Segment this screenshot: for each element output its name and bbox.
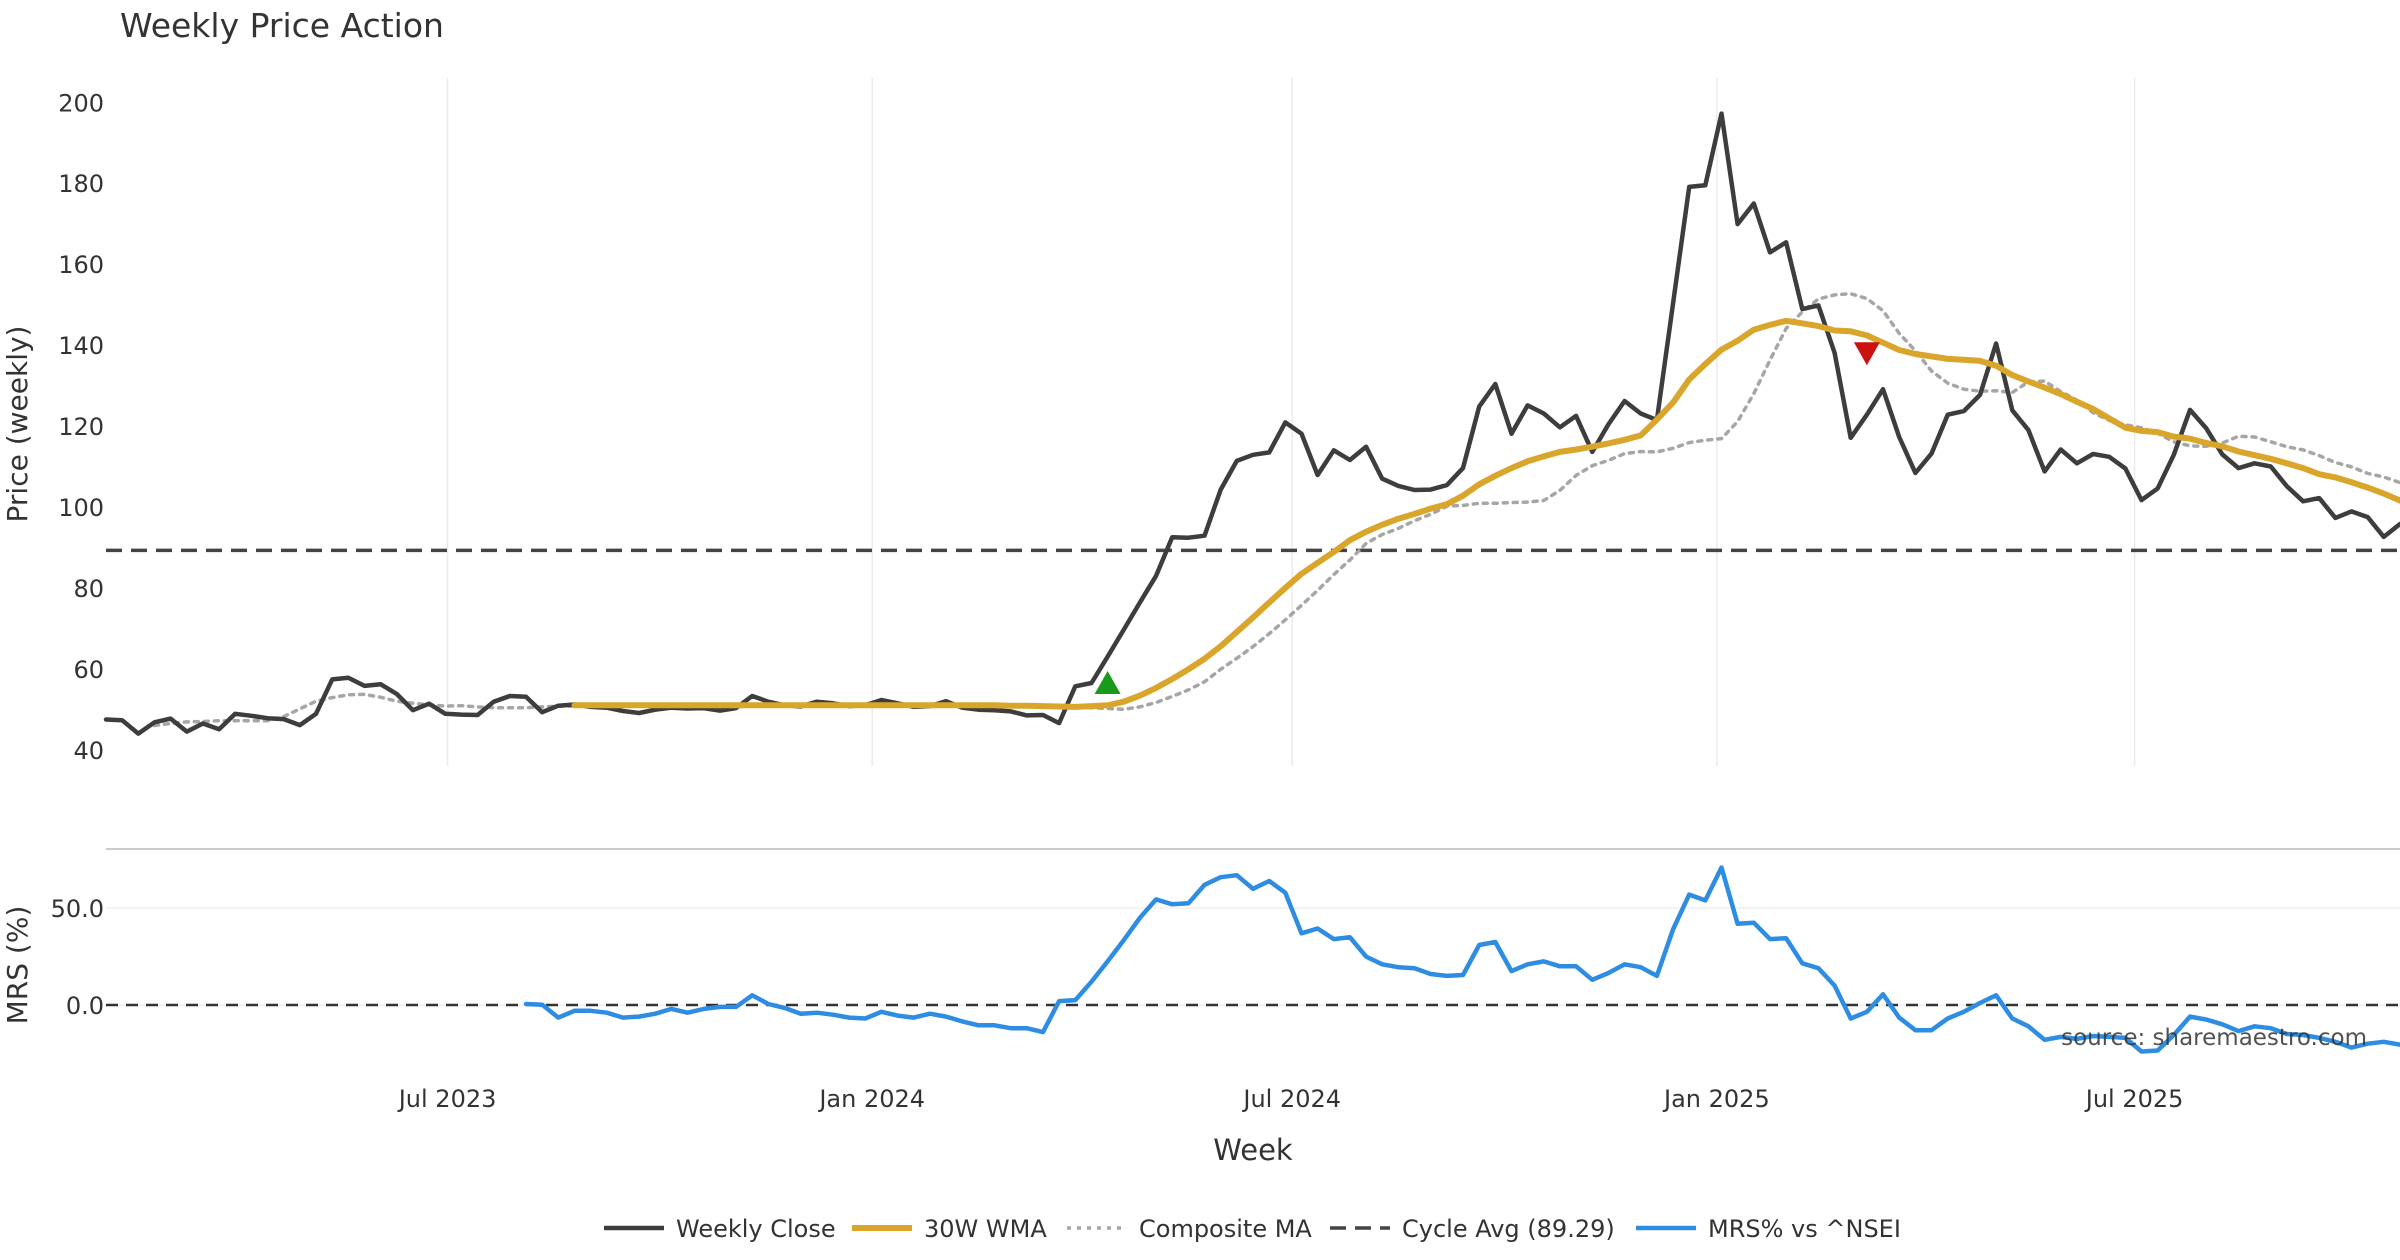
- price-series-group: [103, 111, 2400, 736]
- x-tick-label: Jan 2024: [817, 1085, 925, 1113]
- price-y-tick-label: 160: [58, 251, 104, 279]
- x-tick-label: Jan 2025: [1662, 1085, 1770, 1113]
- price-y-tick-label: 140: [58, 332, 104, 360]
- mrs-y-ticks: 0.0 50.0: [51, 895, 2400, 1020]
- x-gridlines: [446, 78, 2136, 766]
- buy-signal-marker: [1094, 671, 1121, 695]
- weekly-close-line: [103, 111, 2400, 736]
- legend: Weekly Close 30W WMA Composite MA Cycle Avg…: [604, 1215, 1901, 1243]
- 30w-wma-line: [571, 317, 2400, 710]
- chart-title: Weekly Price Action: [120, 6, 444, 45]
- legend-label: Cycle Avg (89.29): [1402, 1215, 1615, 1243]
- price-y-tick-label: 60: [73, 656, 104, 684]
- legend-label: Weekly Close: [676, 1215, 836, 1243]
- legend-item-composite-ma: Composite MA: [1067, 1215, 1312, 1243]
- sell-signal-marker: [1853, 342, 1880, 366]
- legend-label: 30W WMA: [924, 1215, 1047, 1243]
- legend-item-cycle-avg-89-29: Cycle Avg (89.29): [1330, 1215, 1615, 1243]
- mrs-y-axis-label: MRS (%): [1, 906, 34, 1025]
- source-watermark: source: sharemaestro.com: [2061, 1025, 2367, 1051]
- legend-label: Composite MA: [1139, 1215, 1312, 1243]
- price-y-tick-label: 40: [73, 737, 104, 765]
- price-y-tick-label: 200: [58, 89, 104, 117]
- x-tick-label: Jul 2025: [2084, 1085, 2184, 1113]
- price-y-ticks: 40 60 80 100 120 140 160 180 200: [58, 89, 104, 765]
- composite-ma-line: [152, 291, 2400, 728]
- price-y-axis-label: Price (weekly): [1, 326, 34, 523]
- legend-item-30w-wma: 30W WMA: [852, 1215, 1047, 1243]
- x-tick-labels: Jul 2023 Jan 2024 Jul 2024 Jan 2025 Jul 2025: [397, 1085, 2184, 1113]
- x-tick-label: Jul 2024: [1241, 1085, 1341, 1113]
- mrs-line: [523, 865, 2400, 1054]
- legend-label: MRS% vs ^NSEI: [1708, 1215, 1901, 1243]
- price-y-tick-label: 80: [73, 575, 104, 603]
- price-y-tick-label: 120: [58, 413, 104, 441]
- legend-item-mrs-vs-nsei: MRS% vs ^NSEI: [1636, 1215, 1901, 1243]
- x-axis-label: Week: [1213, 1133, 1293, 1167]
- mrs-y-tick-label: 50.0: [51, 895, 104, 923]
- mrs-series-group: [523, 865, 2400, 1054]
- legend-item-weekly-close: Weekly Close: [604, 1215, 836, 1243]
- x-tick-label: Jul 2023: [397, 1085, 497, 1113]
- price-y-tick-label: 100: [58, 494, 104, 522]
- price-y-tick-label: 180: [58, 170, 104, 198]
- mrs-y-tick-label: 0.0: [66, 992, 104, 1020]
- signal-markers: [1094, 342, 1880, 695]
